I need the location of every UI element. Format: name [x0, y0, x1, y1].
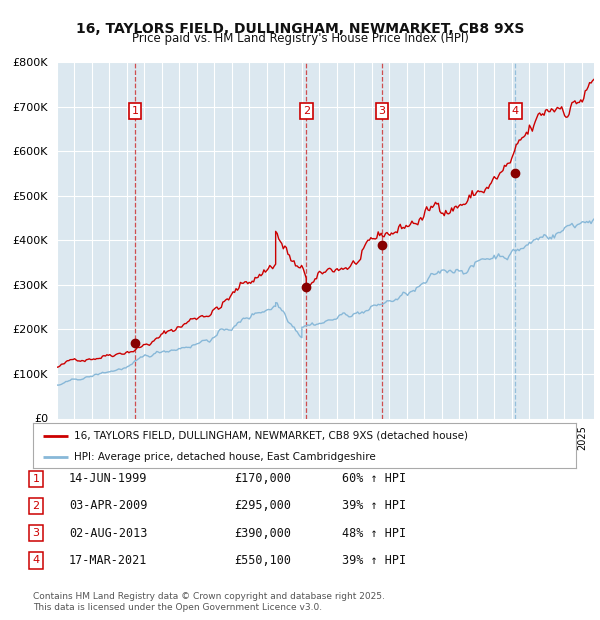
Text: £295,000: £295,000 [234, 500, 291, 512]
Text: 39% ↑ HPI: 39% ↑ HPI [342, 500, 406, 512]
Text: 16, TAYLORS FIELD, DULLINGHAM, NEWMARKET, CB8 9XS (detached house): 16, TAYLORS FIELD, DULLINGHAM, NEWMARKET… [74, 430, 468, 441]
Text: 3: 3 [379, 106, 385, 116]
Text: 02-AUG-2013: 02-AUG-2013 [69, 527, 148, 539]
Text: £170,000: £170,000 [234, 472, 291, 485]
Text: 60% ↑ HPI: 60% ↑ HPI [342, 472, 406, 485]
Text: 14-JUN-1999: 14-JUN-1999 [69, 472, 148, 485]
Text: £390,000: £390,000 [234, 527, 291, 539]
Text: £550,100: £550,100 [234, 554, 291, 567]
Text: This data is licensed under the Open Government Licence v3.0.: This data is licensed under the Open Gov… [33, 603, 322, 612]
Text: 39% ↑ HPI: 39% ↑ HPI [342, 554, 406, 567]
Text: 4: 4 [512, 106, 519, 116]
Text: 1: 1 [32, 474, 40, 484]
Text: 17-MAR-2021: 17-MAR-2021 [69, 554, 148, 567]
Text: 1: 1 [131, 106, 139, 116]
Text: 48% ↑ HPI: 48% ↑ HPI [342, 527, 406, 539]
Text: Price paid vs. HM Land Registry's House Price Index (HPI): Price paid vs. HM Land Registry's House … [131, 32, 469, 45]
Text: 03-APR-2009: 03-APR-2009 [69, 500, 148, 512]
Text: Contains HM Land Registry data © Crown copyright and database right 2025.: Contains HM Land Registry data © Crown c… [33, 592, 385, 601]
Text: 16, TAYLORS FIELD, DULLINGHAM, NEWMARKET, CB8 9XS: 16, TAYLORS FIELD, DULLINGHAM, NEWMARKET… [76, 22, 524, 36]
Text: 2: 2 [32, 501, 40, 511]
Text: 4: 4 [32, 556, 40, 565]
Text: 2: 2 [302, 106, 310, 116]
Text: 3: 3 [32, 528, 40, 538]
Text: HPI: Average price, detached house, East Cambridgeshire: HPI: Average price, detached house, East… [74, 452, 376, 462]
